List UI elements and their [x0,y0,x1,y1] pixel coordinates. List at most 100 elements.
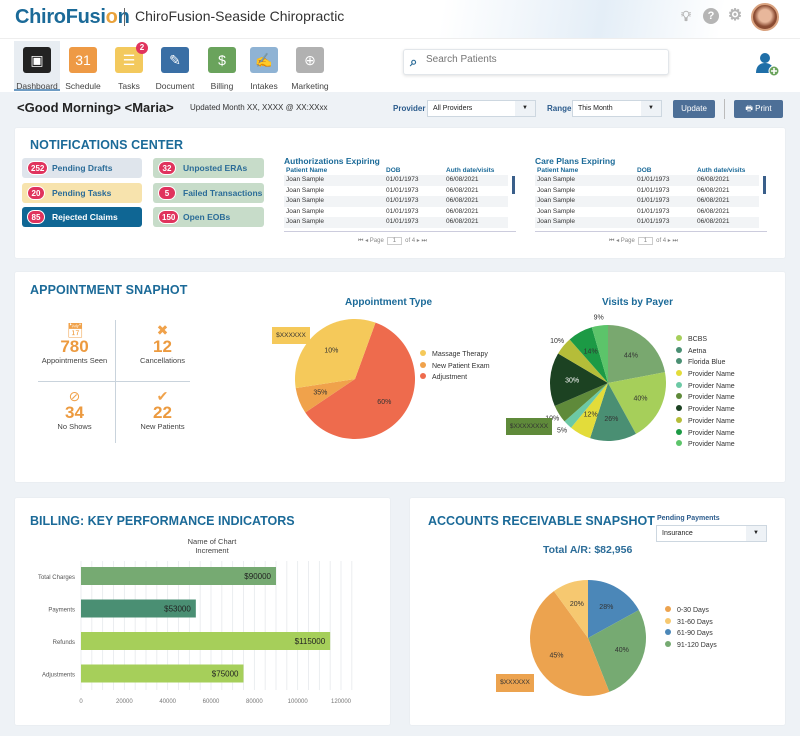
stat-label: New Patients [140,422,185,431]
filter-label: Pending Payments [657,515,720,522]
pie-slice[interactable] [305,322,416,440]
table-row[interactable]: Joan Sample 01/01/1973 06/08/2021 [535,217,759,228]
user-avatar[interactable] [751,3,779,31]
pie-slice[interactable] [529,591,610,697]
legend-swatch [676,393,682,400]
notification-pending-drafts[interactable]: 252 Pending Drafts [22,158,142,178]
pie-slice[interactable] [608,325,665,383]
table-cell: 06/08/2021 [446,197,479,204]
page-input[interactable]: 1 [386,237,403,245]
add-patient-icon[interactable] [754,51,780,77]
page-input[interactable]: 1 [637,237,654,245]
scrollbar[interactable] [763,176,766,194]
table-row[interactable]: Joan Sample 01/01/1973 06/08/2021 [284,217,508,228]
table-row[interactable]: Joan Sample 01/01/1973 06/08/2021 [535,207,759,218]
legend-label: Provider Name [688,441,735,449]
next-page-icon[interactable]: ▸ [666,238,673,244]
nav-billing[interactable]: $ Billing [199,41,245,91]
lightbulb-icon[interactable]: 💡︎ [681,8,691,24]
print-button[interactable]: 🖶︎ Print [734,100,783,118]
pie-slice[interactable] [571,383,608,439]
nav-schedule[interactable]: 31 Schedule [60,41,106,91]
nav-intakes[interactable]: ✍ Intakes [241,41,287,91]
pie-slice[interactable] [295,319,376,389]
nav-label: Schedule [65,81,101,91]
scrollbar[interactable] [512,176,515,194]
table-row[interactable]: Joan Sample 01/01/1973 06/08/2021 [535,196,759,207]
notification-rejected-claims[interactable]: 85 Rejected Claims [22,207,142,227]
last-page-icon[interactable]: ⏭︎ [672,238,678,244]
pager: ⏮︎ ◂ Page 1 of 4 ▸ ⏭︎ [358,237,427,245]
pie-slice[interactable] [554,383,608,422]
nav-document[interactable]: ✎ Document [152,41,198,91]
legend-swatch [676,405,682,412]
legend-swatch [420,350,426,356]
pie-slice[interactable] [588,580,639,638]
legend-item: Provider Name [676,428,735,440]
logo[interactable]: ChiroFusion [15,6,130,28]
pie-slice[interactable] [558,339,608,383]
pie-slice[interactable] [608,372,666,434]
bar[interactable] [81,599,196,618]
nav-tasks[interactable]: ☰ 2 Tasks [106,41,152,91]
pie-slice[interactable] [588,610,646,692]
pie-slice[interactable] [564,383,608,428]
notification-unposted-eras[interactable]: 32 Unposted ERAs [153,158,264,178]
table-row[interactable]: Joan Sample 01/01/1973 06/08/2021 [284,175,508,186]
value-tag: $XXXXXXXX [506,418,552,435]
table-cell: 01/01/1973 [386,186,419,194]
first-page-icon[interactable]: ⏮︎ [609,238,617,244]
legend-label: Provider Name [688,417,735,425]
notification-open-eobs[interactable]: 150 Open EOBs [153,207,264,227]
pie-slice[interactable] [569,327,608,383]
pie-slice[interactable] [591,325,608,383]
pie-slice[interactable] [590,383,636,441]
y-tick-label: Payments [48,608,75,614]
chart-legend: 0-30 Days 31-60 Days 61-90 Days 91-120 Days [665,605,717,652]
nav-marketing[interactable]: ⊕ Marketing [287,41,333,91]
prev-page-icon[interactable]: ◂ [616,238,621,244]
updated-timestamp: Updated Month XX, XXXX @ XX:XXxx [190,103,328,112]
table-header: Patient Name DOB Auth date/visits [535,167,759,175]
table-row[interactable]: Joan Sample 01/01/1973 06/08/2021 [284,186,508,197]
pending-payments-select[interactable]: Insurance ▼ [656,525,767,542]
legend-item: Provider Name [676,416,735,428]
first-page-icon[interactable]: ⏮︎ [358,238,366,244]
legend-item: 61-90 Days [665,628,717,640]
search-box[interactable]: ⌕ [403,49,669,75]
last-page-icon[interactable]: ⏭︎ [421,238,427,244]
bar[interactable] [81,567,276,585]
table-cell: Joan Sample [537,197,575,204]
nav-dashboard[interactable]: ▣ Dashboard [14,41,60,91]
count-badge: 5 [158,185,176,200]
slice-label: 20% [570,601,584,608]
table-row[interactable]: Joan Sample 01/01/1973 06/08/2021 [535,186,759,197]
nav-label: Dashboard [16,81,58,91]
range-select[interactable]: This Month ▼ [572,100,662,117]
table-row[interactable]: Joan Sample 01/01/1973 06/08/2021 [284,207,508,218]
gear-icon[interactable]: ⚙ [727,7,743,24]
help-icon[interactable]: ? [703,8,719,24]
next-page-icon[interactable]: ▸ [415,238,422,244]
appointment-title: APPOINTMENT SNAPHOT [30,283,188,297]
legend-swatch [420,361,426,368]
prev-page-icon[interactable]: ◂ [365,238,370,244]
provider-select[interactable]: All Providers ▼ [427,100,536,117]
update-button[interactable]: Update [673,100,715,118]
table-row[interactable]: Joan Sample 01/01/1973 06/08/2021 [535,175,759,186]
search-input[interactable] [426,54,656,65]
pie-slice[interactable] [295,379,355,413]
notification-pending-tasks[interactable]: 20 Pending Tasks [22,182,142,203]
legend-swatch [665,606,671,612]
legend-item: 91-120 Days [665,640,717,652]
table-cell: 06/08/2021 [446,176,479,183]
pie-slice[interactable] [553,580,588,638]
notification-failed-transactions[interactable]: 5 Failed Transactions [153,182,264,203]
printer-icon: 🖶︎ [745,104,756,113]
bar[interactable] [81,632,331,650]
x-tick-label: 100000 [288,699,309,705]
bar[interactable] [81,664,244,683]
pie-slice[interactable] [549,353,608,407]
legend-swatch [676,440,682,447]
table-row[interactable]: Joan Sample 01/01/1973 06/08/2021 [284,196,508,207]
